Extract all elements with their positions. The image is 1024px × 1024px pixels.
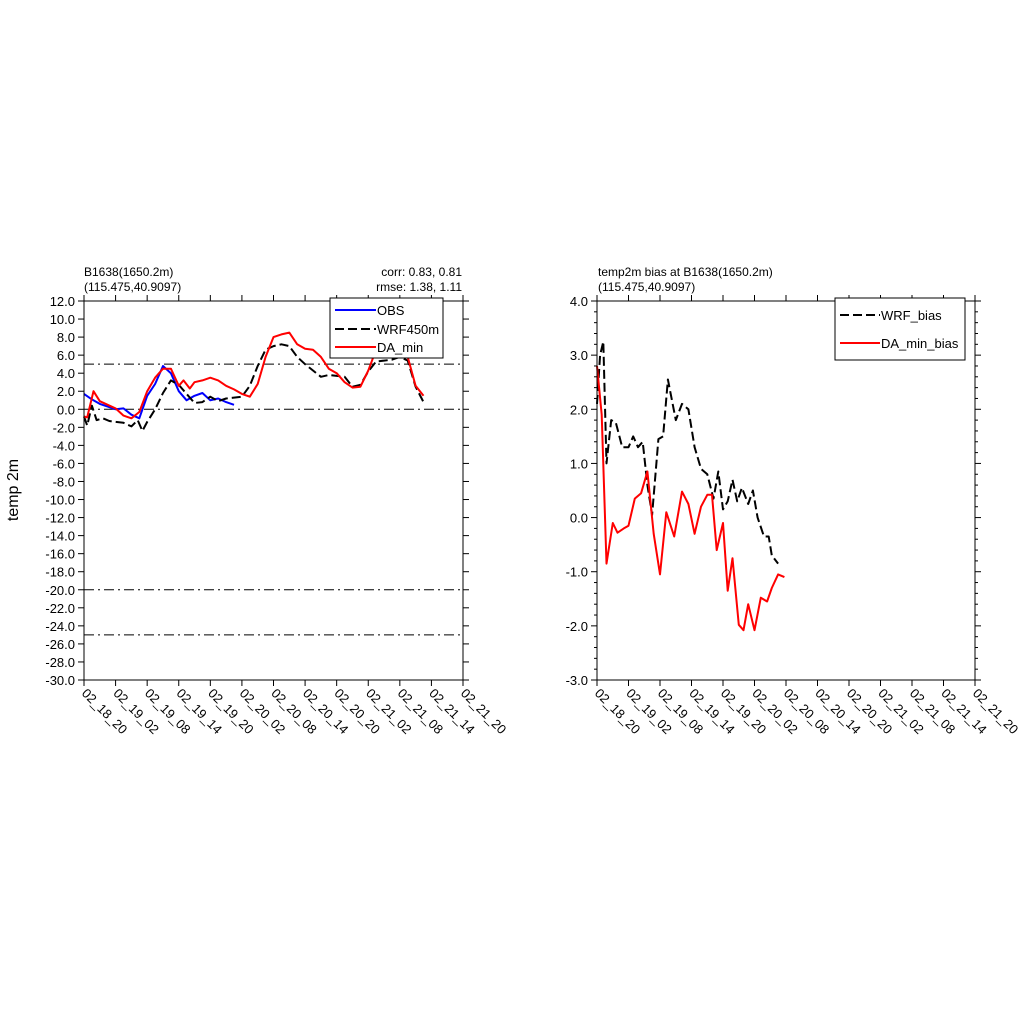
bias-panel: temp2m bias at B1638(1650.2m) (115.475,4…	[566, 265, 1022, 737]
legend-label-obs: OBS	[377, 303, 405, 318]
legend: OBS WRF450m DA_min	[329, 297, 444, 359]
legend-label-da-min: DA_min	[377, 340, 423, 355]
right-header-line-2: (115.475,40.9097)	[598, 280, 695, 294]
series-line-da-min-bias	[596, 365, 785, 632]
y-tick-label: -10.0	[45, 493, 75, 508]
y-tick-label: -30.0	[45, 673, 75, 688]
corr-label: corr: 0.83, 0.81	[381, 265, 462, 279]
y-tick-label: -24.0	[45, 619, 75, 634]
y-tick-label: 3.0	[570, 348, 588, 363]
legend: WRF_bias DA_min_bias	[834, 297, 966, 361]
y-tick-label: -22.0	[45, 601, 75, 616]
legend-box	[834, 297, 966, 361]
y-tick-label: 0.0	[57, 402, 75, 417]
axes: 12.0 10.0 8.0 6.0 4.0 2.0 0.0 -2.0 -4.0 -6.0 -8.0 -…	[45, 294, 509, 737]
y-tick-label: 12.0	[50, 294, 75, 309]
legend-label-wrf-bias: WRF_bias	[881, 308, 942, 323]
y-tick-label: 4.0	[570, 294, 588, 309]
y-tick-label: -20.0	[45, 583, 75, 598]
y-tick-label: -8.0	[53, 474, 75, 489]
y-tick-label: 4.0	[57, 366, 75, 381]
y-tick-label: -12.0	[45, 511, 75, 526]
series-lines	[596, 340, 785, 632]
y-tick-label: -4.0	[53, 438, 75, 453]
series-line-da-min	[83, 331, 425, 420]
left-header-line-1: B1638(1650.2m)	[84, 265, 173, 279]
y-tick-label: -2.0	[566, 619, 588, 634]
y-tick-label: -3.0	[566, 673, 588, 688]
y-tick-label: -14.0	[45, 529, 75, 544]
y-tick-label: 8.0	[57, 330, 75, 345]
left-header-line-2: (115.475,40.9097)	[84, 280, 181, 294]
y-tick-label: 2.0	[570, 402, 588, 417]
y-tick-label: 1.0	[570, 456, 588, 471]
y-tick-label: -2.0	[53, 420, 75, 435]
y-tick-label: 2.0	[57, 384, 75, 399]
y-tick-label: -28.0	[45, 655, 75, 670]
y-tick-label: -16.0	[45, 547, 75, 562]
series-lines	[83, 331, 425, 432]
y-tick-label: 10.0	[50, 312, 75, 327]
legend-label-da-min-bias: DA_min_bias	[881, 336, 959, 351]
right-header-line-1: temp2m bias at B1638(1650.2m)	[598, 265, 773, 279]
y-tick-label: 0.0	[570, 511, 588, 526]
temp-panel: B1638(1650.2m) (115.475,40.9097) corr: 0…	[5, 265, 509, 737]
y-axis-label: temp 2m	[5, 459, 22, 521]
y-tick-label: -1.0	[566, 565, 588, 580]
y-tick-label: -26.0	[45, 637, 75, 652]
legend-label-wrf450m: WRF450m	[377, 322, 439, 337]
reference-lines	[84, 363, 463, 636]
series-line-wrf-bias	[596, 340, 779, 565]
series-line-obs	[83, 365, 235, 420]
y-tick-label: -18.0	[45, 565, 75, 580]
rmse-label: rmse: 1.38, 1.11	[376, 280, 462, 294]
y-tick-label: 6.0	[57, 348, 75, 363]
y-tick-label: -6.0	[53, 456, 75, 471]
